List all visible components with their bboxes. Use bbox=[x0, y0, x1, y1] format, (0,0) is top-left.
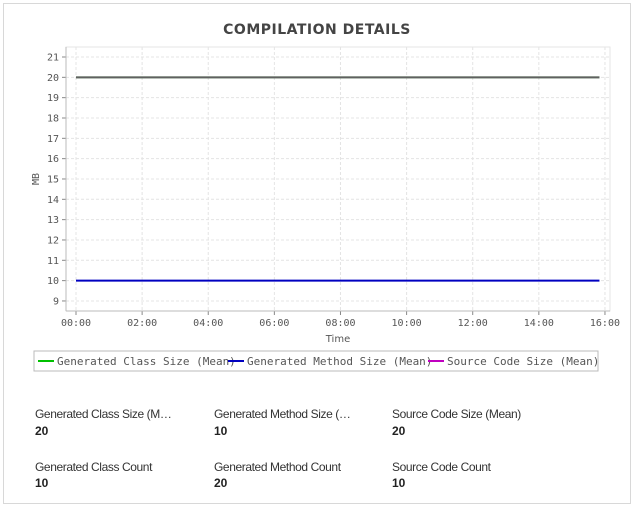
stat-label: Generated Method Size (Mean) bbox=[214, 407, 354, 421]
x-tick-label: 14:00 bbox=[524, 318, 554, 329]
y-tick-label: 10 bbox=[47, 276, 59, 287]
y-tick-label: 21 bbox=[47, 53, 59, 64]
x-tick-label: 08:00 bbox=[325, 318, 355, 329]
legend-label: Generated Class Size (Mean) bbox=[57, 355, 236, 368]
y-tick-label: 19 bbox=[47, 93, 59, 104]
stat-value: 10 bbox=[214, 424, 228, 438]
y-tick-label: 11 bbox=[47, 256, 59, 267]
y-tick-label: 9 bbox=[53, 296, 59, 307]
stat-value: 20 bbox=[35, 424, 49, 438]
stat-value: 20 bbox=[392, 424, 406, 438]
y-tick-label: 18 bbox=[47, 113, 59, 124]
y-axis-label: MB bbox=[31, 173, 42, 185]
stat-label: Generated Method Count bbox=[214, 460, 341, 474]
chart-title: COMPILATION DETAILS bbox=[223, 22, 411, 38]
x-tick-label: 12:00 bbox=[458, 318, 488, 329]
y-tick-label: 17 bbox=[47, 134, 59, 145]
x-tick-label: 06:00 bbox=[259, 318, 289, 329]
legend-label: Source Code Size (Mean) bbox=[447, 355, 599, 368]
stat-label: Source Code Count bbox=[392, 460, 491, 474]
y-tick-label: 12 bbox=[47, 235, 59, 246]
stat-value: 10 bbox=[392, 476, 406, 490]
x-tick-label: 02:00 bbox=[127, 318, 157, 329]
x-tick-label: 16:00 bbox=[590, 318, 620, 329]
stat-label: Generated Class Count bbox=[35, 460, 153, 474]
x-tick-label: 10:00 bbox=[392, 318, 422, 329]
stat-label: Source Code Size (Mean) bbox=[392, 407, 521, 421]
legend-box bbox=[33, 350, 599, 372]
y-tick-label: 13 bbox=[47, 215, 59, 226]
x-tick-label: 00:00 bbox=[61, 318, 91, 329]
stat-value: 10 bbox=[35, 476, 49, 490]
stat-label: Generated Class Size (Mean) bbox=[35, 407, 175, 421]
y-tick-label: 15 bbox=[47, 174, 59, 185]
y-tick-label: 20 bbox=[47, 73, 59, 84]
x-axis-label: Time bbox=[325, 334, 350, 345]
line-chart: 9 10 11 12 13 14 15 16 17 18 19 20 21 00:00 02:00 04:00… bbox=[31, 46, 620, 372]
stat-value: 20 bbox=[214, 476, 228, 490]
y-tick-label: 16 bbox=[47, 154, 59, 165]
legend-label: Generated Method Size (Mean) bbox=[247, 355, 432, 368]
x-tick-label: 04:00 bbox=[193, 318, 223, 329]
y-tick-label: 14 bbox=[47, 195, 59, 206]
